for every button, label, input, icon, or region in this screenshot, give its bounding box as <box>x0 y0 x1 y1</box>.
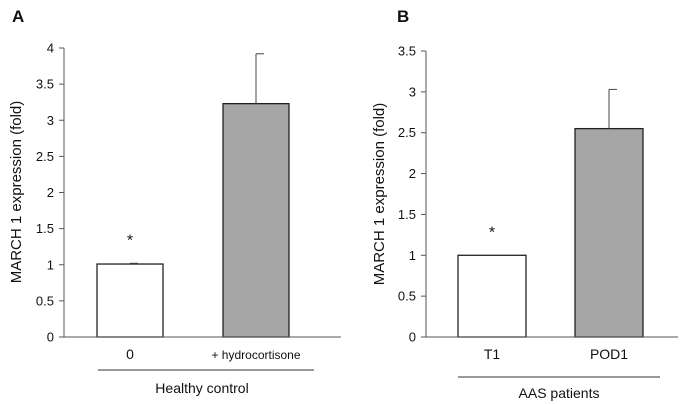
panel-a-tick-label-6: 3 <box>47 113 54 128</box>
panel-b-tick-label-4: 2 <box>409 166 416 181</box>
panel-b-tick-label-3: 1.5 <box>398 207 416 222</box>
panel-b-y-ticks: 0 0.5 1 1.5 2 2.5 3 3.5 <box>398 44 426 345</box>
panel-a-group-label: Healthy control <box>155 380 248 396</box>
panel-b-tick-label-7: 3.5 <box>398 44 416 59</box>
panel-b-category-0: T1 <box>484 346 501 362</box>
panel-a-significance-marker-0: * <box>127 232 133 249</box>
panel-b-bar-0 <box>457 254 527 338</box>
panel-a-category-0: 0 <box>126 346 134 362</box>
panel-a-y-axis-label: MARCH 1 expression (fold) <box>8 101 25 284</box>
panel-a-tick-label-1: 0.5 <box>36 293 54 308</box>
panel-b-letter: B <box>397 7 409 26</box>
panel-b-category-1: POD1 <box>590 346 628 362</box>
panel-a-bars: * <box>96 53 290 338</box>
panel-b: B MARCH 1 expression (fold) 0 0.5 1 1.5 2 2.5… <box>371 7 678 401</box>
panel-a-bar-0 <box>96 263 164 338</box>
panel-a-tick-label-0: 0 <box>47 330 54 345</box>
panel-a-tick-label-7: 3.5 <box>36 77 54 92</box>
panel-a-category-1: + hydrocortisone <box>211 348 300 362</box>
panel-b-bar-1 <box>574 127 644 338</box>
panel-a-tick-label-5: 2.5 <box>36 149 54 164</box>
panel-b-significance-marker-0: * <box>489 224 495 241</box>
panel-b-tick-label-0: 0 <box>409 330 416 345</box>
panel-b-tick-label-2: 1 <box>409 248 416 263</box>
panel-a-tick-label-4: 2 <box>47 185 54 200</box>
panel-b-tick-label-1: 0.5 <box>398 289 416 304</box>
panel-a-y-ticks: 0 0.5 1 1.5 2 2.5 3 3.5 4 <box>36 41 64 345</box>
panel-a-tick-label-2: 1 <box>47 257 54 272</box>
panel-b-tick-label-6: 3 <box>409 84 416 99</box>
panel-b-bars: * <box>457 88 644 338</box>
panel-a: A MARCH 1 expression (fold) 0 0.5 1 1.5 2 2.5… <box>8 7 341 396</box>
panel-b-y-axis-label: MARCH 1 expression (fold) <box>371 103 388 286</box>
panel-a-bar-1 <box>222 102 290 338</box>
panel-b-tick-label-5: 2.5 <box>398 125 416 140</box>
panel-a-tick-label-8: 4 <box>47 41 54 56</box>
panel-b-group-label: AAS patients <box>519 385 600 401</box>
panel-a-letter: A <box>12 7 24 26</box>
panel-a-tick-label-3: 1.5 <box>36 221 54 236</box>
